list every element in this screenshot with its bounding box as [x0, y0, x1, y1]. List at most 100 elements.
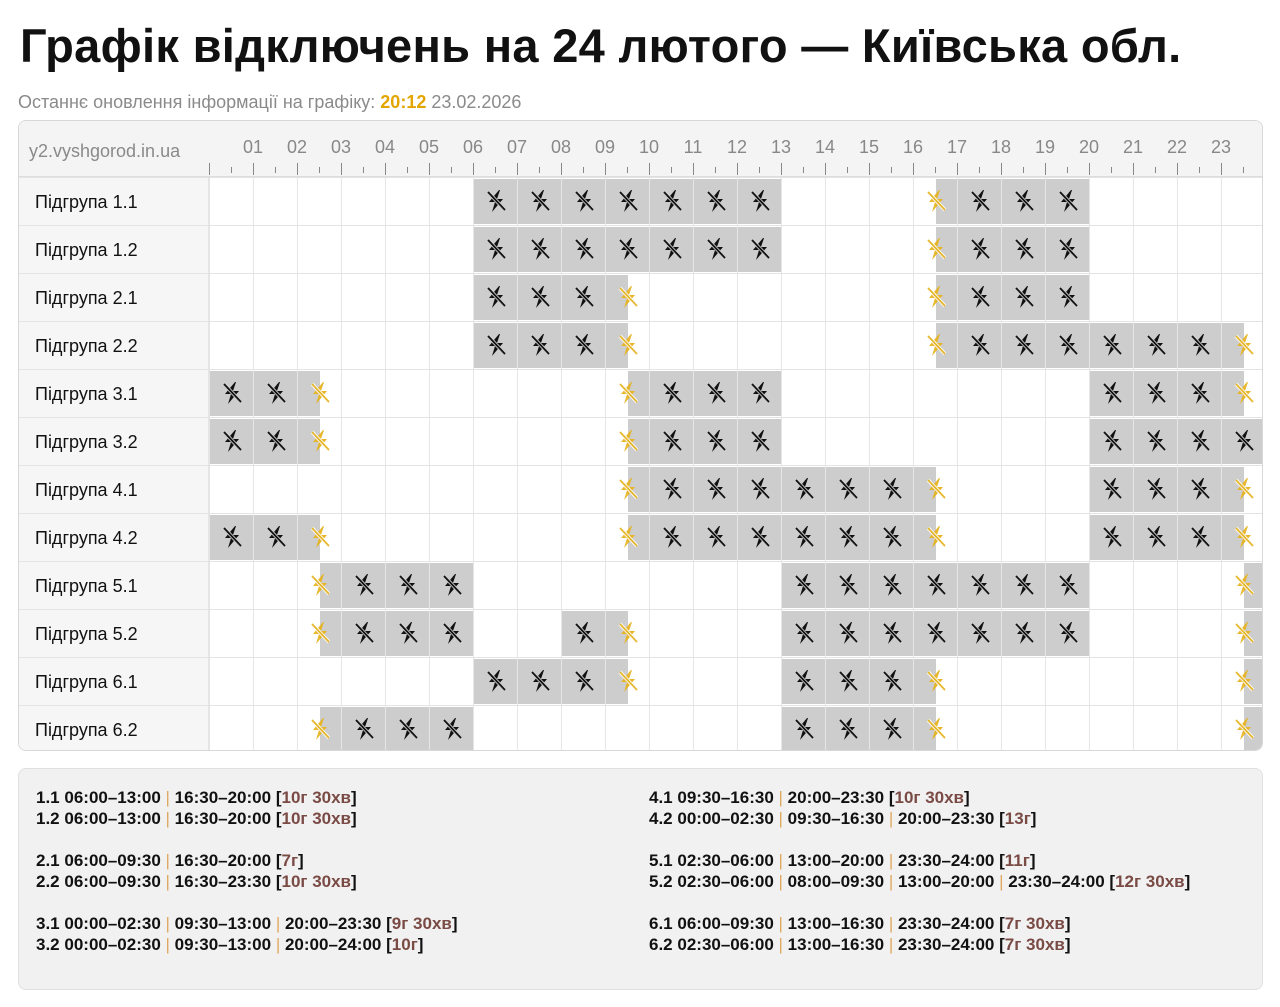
tick — [913, 163, 914, 175]
hour-cell — [957, 226, 1001, 273]
range-separator: | — [884, 872, 898, 891]
hour-cell — [913, 706, 957, 750]
hour-cell — [605, 274, 649, 321]
lightning-off-icon — [1232, 525, 1256, 549]
lightning-off-icon — [924, 285, 948, 309]
hour-cell — [781, 274, 825, 321]
hour-cell — [825, 562, 869, 609]
hour-cell — [913, 658, 957, 705]
range-separator: | — [271, 914, 285, 933]
hour-cell — [649, 370, 693, 417]
hour-cell — [913, 514, 957, 561]
hour-cell — [1089, 178, 1133, 225]
hour-cell — [1089, 514, 1133, 561]
lightning-off-icon — [264, 381, 288, 405]
hour-cell — [473, 274, 517, 321]
group-id: 5.2 — [649, 872, 673, 891]
hour-cell — [341, 226, 385, 273]
lightning-off-icon — [1012, 189, 1036, 213]
lightning-off-icon — [836, 525, 860, 549]
hour-cell — [385, 706, 429, 750]
lightning-off-icon — [792, 525, 816, 549]
hour-cell — [825, 370, 869, 417]
group-id: 2.2 — [36, 872, 60, 891]
hour-cell — [297, 226, 341, 273]
outage-range: 02:30–06:00 — [677, 851, 774, 870]
hour-cell — [1133, 178, 1177, 225]
outage-fill — [914, 467, 936, 512]
group-label: Підгрупа 4.2 — [19, 514, 209, 561]
tick — [715, 167, 716, 173]
lightning-off-icon — [1232, 717, 1256, 741]
hour-cell — [693, 706, 737, 750]
hour-cell — [297, 418, 341, 465]
hour-label: 17 — [946, 137, 968, 157]
group-id: 1.1 — [36, 788, 60, 807]
lightning-off-icon — [484, 669, 508, 693]
hour-cell — [693, 226, 737, 273]
range-separator: | — [160, 935, 175, 954]
hour-cell — [869, 226, 913, 273]
group-id: 4.1 — [649, 788, 673, 807]
lightning-off-icon — [924, 237, 948, 261]
group-label: Підгрупа 1.2 — [19, 226, 209, 273]
lightning-off-icon — [528, 669, 552, 693]
hour-cell — [649, 706, 693, 750]
hour-cell — [1221, 418, 1262, 465]
outage-fill — [298, 515, 320, 560]
hour-label: 15 — [858, 137, 880, 157]
outage-range: 20:00–24:00 — [284, 935, 382, 954]
hour-cell — [253, 322, 297, 369]
hour-cell — [781, 658, 825, 705]
lightning-off-icon — [1232, 429, 1256, 453]
hour-cell — [1221, 370, 1262, 417]
hour-cell — [1001, 370, 1045, 417]
schedule-row: Підгрупа 5.1 — [19, 561, 1262, 609]
hour-cell — [429, 226, 473, 273]
outage-range: 00:00–02:30 — [64, 914, 161, 933]
range-separator: | — [160, 809, 175, 828]
hour-cell — [209, 370, 253, 417]
hour-cell — [561, 610, 605, 657]
schedule-row: Підгрупа 2.1 — [19, 273, 1262, 321]
summary-line: 3.1 00:00–02:30 | 09:30–13:00 | 20:00–23… — [36, 914, 458, 933]
outage-fill — [320, 707, 342, 750]
lightning-off-icon — [308, 573, 332, 597]
outage-range: 00:00–02:30 — [64, 935, 161, 954]
hour-cell — [517, 658, 561, 705]
hour-cell — [1221, 178, 1262, 225]
hour-cell — [341, 706, 385, 750]
lightning-off-icon — [748, 477, 772, 501]
outage-range: 09:30–13:00 — [174, 935, 272, 954]
hour-cell — [1133, 274, 1177, 321]
tick — [737, 163, 738, 175]
lightning-off-icon — [616, 621, 640, 645]
summary-line: 4.1 09:30–16:30 | 20:00–23:30 [10г 30хв] — [649, 788, 970, 807]
hour-cell — [1089, 226, 1133, 273]
lightning-off-icon — [616, 189, 640, 213]
hour-cell — [869, 370, 913, 417]
lightning-off-icon — [704, 237, 728, 261]
outage-fill — [606, 323, 628, 368]
hour-cell — [385, 610, 429, 657]
lightning-off-icon — [352, 573, 376, 597]
hour-cell — [341, 514, 385, 561]
hour-label: 09 — [594, 137, 616, 157]
outage-total: 7г 30хв — [1004, 935, 1065, 954]
lightning-off-icon — [572, 669, 596, 693]
outage-range: 00:00–02:30 — [677, 809, 774, 828]
hour-cell — [561, 178, 605, 225]
hour-cell — [1221, 514, 1262, 561]
hour-cell — [605, 226, 649, 273]
hour-cell — [429, 706, 473, 750]
hour-cell — [429, 322, 473, 369]
tick — [847, 167, 848, 173]
lightning-off-icon — [924, 477, 948, 501]
hour-cell — [1177, 466, 1221, 513]
range-separator: | — [884, 851, 898, 870]
outage-fill — [1222, 515, 1244, 560]
hour-cell — [693, 322, 737, 369]
hour-cell — [209, 658, 253, 705]
lightning-off-icon — [264, 525, 288, 549]
hour-cell — [385, 466, 429, 513]
